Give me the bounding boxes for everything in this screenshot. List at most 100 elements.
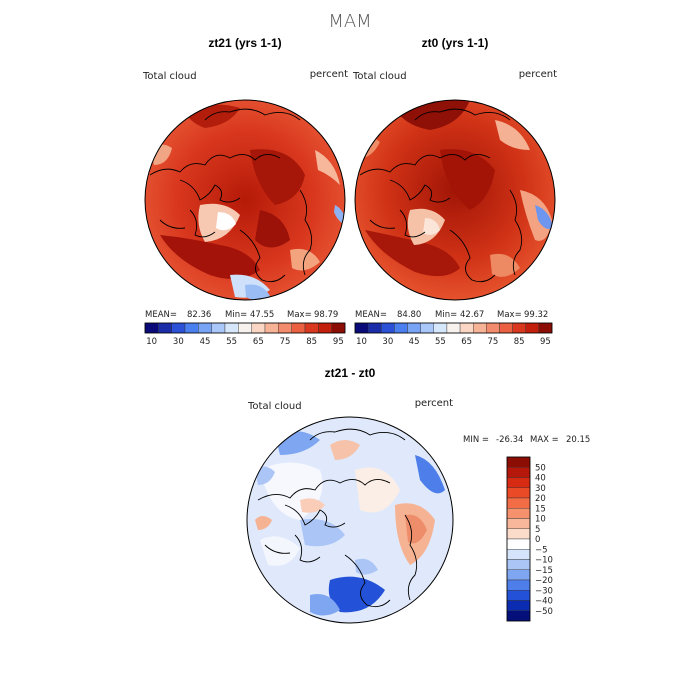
- colorbar-swatch: [446, 322, 461, 334]
- panel-difference: zt21 - zt0 Total cloud percent: [246, 366, 590, 624]
- colorbar-tick-label: 45: [409, 337, 420, 347]
- colorbar-swatch: [506, 549, 531, 560]
- units-label: percent: [310, 69, 348, 80]
- colorbar-swatch: [506, 487, 531, 499]
- colorbar-tick-label: 0: [535, 535, 540, 545]
- colorbar-swatch: [506, 610, 531, 622]
- colorbar-tick-label: 15: [535, 504, 546, 514]
- colorbar-swatch: [318, 322, 332, 334]
- colorbar-swatch: [473, 322, 487, 334]
- colorbar-swatch: [291, 322, 306, 334]
- min-value: -26.34: [496, 435, 523, 445]
- mean-label: MEAN=: [355, 310, 387, 320]
- polar-map: [355, 100, 555, 300]
- colorbar-tick-label: 55: [435, 337, 446, 347]
- colorbar-swatch: [394, 322, 408, 334]
- colorbar-ticks: 10 30 45 55 65 75 85 95: [356, 337, 551, 347]
- colorbar-swatch: [506, 590, 531, 601]
- colorbar-swatch: [506, 497, 531, 509]
- colorbar-swatch: [433, 322, 448, 334]
- colorbar-frame: [506, 456, 531, 622]
- min-label: Min=: [435, 310, 457, 320]
- colorbar-swatch: [506, 508, 531, 519]
- stats-readout: MIN = -26.34 MAX = 20.15: [463, 435, 590, 445]
- colorbar-tick-label: −15: [535, 566, 553, 576]
- max-label: Max=: [287, 310, 312, 320]
- mean-value: 84.80: [397, 310, 421, 320]
- colorbar-swatch: [251, 322, 266, 334]
- colorbar-tick-label: 45: [200, 337, 211, 347]
- colorbar-swatch: [506, 538, 531, 550]
- colorbar-swatch: [506, 600, 531, 611]
- colorbar-swatch: [264, 322, 279, 334]
- colorbar-swatch: [407, 322, 421, 334]
- variable-label: Total cloud: [247, 401, 302, 412]
- mean-value: 82.36: [187, 310, 211, 320]
- colorbar-tick-label: 10: [535, 515, 546, 525]
- colorbar-swatch: [278, 322, 292, 334]
- colorbar-tick-label: 5: [535, 525, 540, 535]
- colorbar-swatch: [238, 322, 252, 334]
- panel-title: zt21 (yrs 1-1): [208, 36, 281, 50]
- units-label: percent: [519, 69, 557, 80]
- panel-title: zt0 (yrs 1-1): [422, 36, 489, 50]
- colorbar-tick-label: 50: [535, 463, 546, 473]
- panel-zt21: zt21 (yrs 1-1) Total cloud percent: [142, 36, 348, 347]
- max-value: 20.15: [566, 435, 590, 445]
- colorbar-swatch: [506, 477, 531, 488]
- colorbar-tick-label: 10: [146, 337, 157, 347]
- colorbar-swatch: [506, 456, 531, 468]
- colorbar-ticks: 10 30 45 55 65 75 85 95: [146, 337, 343, 347]
- stats-readout: MEAN= 84.80 Min= 42.67 Max= 99.32: [355, 310, 548, 320]
- panel-zt0: zt0 (yrs 1-1) Total cloud percent: [352, 36, 557, 347]
- colorbar-tick-label: −30: [535, 586, 553, 596]
- min-value: 47.55: [250, 310, 274, 320]
- colorbar-swatch: [144, 322, 159, 334]
- colorbar-frame: [354, 322, 553, 334]
- colorbar-swatch: [211, 322, 226, 334]
- colorbar-tick-label: 20: [535, 494, 546, 504]
- mean-label: MEAN=: [145, 310, 177, 320]
- colorbar-tick-label: 65: [461, 337, 472, 347]
- stats-readout: MEAN= 82.36 Min= 47.55 Max= 98.79: [145, 310, 338, 320]
- colorbar-swatch: [367, 322, 382, 334]
- colorbar-swatch: [506, 518, 531, 529]
- colorbar-swatch: [506, 559, 531, 570]
- variable-label: Total cloud: [142, 71, 197, 82]
- colorbar-tick-label: −20: [535, 576, 553, 586]
- colorbar-swatch: [381, 322, 395, 334]
- colorbar-swatch: [506, 579, 531, 591]
- colorbar-swatch: [198, 322, 212, 334]
- colorbar-tick-label: −5: [535, 545, 548, 555]
- colorbar-tick-label: 30: [535, 484, 546, 494]
- colorbar-swatch: [420, 322, 434, 334]
- colorbar-swatch: [171, 322, 186, 334]
- polar-map: [145, 100, 345, 300]
- colorbar-tick-label: 65: [253, 337, 264, 347]
- colorbar-tick-label: −40: [535, 597, 553, 607]
- colorbar-swatch: [158, 322, 172, 334]
- max-value: 99.32: [524, 310, 548, 320]
- min-label: MIN =: [463, 435, 489, 445]
- colorbar-swatch: [331, 322, 346, 334]
- colorbar-tick-label: 95: [333, 337, 344, 347]
- colorbar-tick-label: 75: [280, 337, 291, 347]
- colorbar: [506, 456, 531, 622]
- figure-title: MAM: [328, 11, 371, 32]
- max-label: Max=: [497, 310, 522, 320]
- min-label: Min=: [225, 310, 247, 320]
- colorbar-swatch: [506, 528, 531, 540]
- colorbar-swatch: [499, 322, 513, 334]
- colorbar-tick-label: 95: [540, 337, 551, 347]
- variable-label: Total cloud: [352, 71, 407, 82]
- colorbar-tick-label: 85: [514, 337, 525, 347]
- max-label: MAX =: [530, 435, 559, 445]
- colorbar-swatch: [304, 322, 319, 334]
- units-label: percent: [415, 398, 453, 409]
- colorbar-swatch: [525, 322, 540, 334]
- colorbar-swatch: [512, 322, 526, 334]
- colorbar-tick-label: −50: [535, 607, 553, 617]
- colorbar-swatch: [486, 322, 500, 334]
